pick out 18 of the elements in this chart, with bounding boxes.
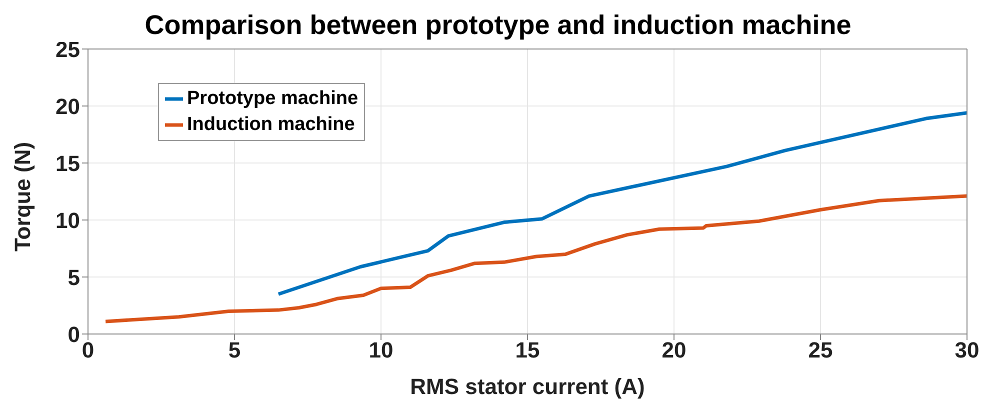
x-tick-label: 20 [662, 338, 686, 363]
legend-label: Prototype machine [187, 87, 358, 111]
x-tick-label: 25 [808, 338, 833, 363]
x-tick-label: 5 [228, 338, 241, 363]
line-series [104, 194, 967, 324]
y-tick-label: 10 [56, 208, 80, 233]
y-axis-title: Torque (N) [10, 142, 35, 252]
x-tick-label: 15 [515, 338, 540, 363]
legend-label: Induction machine [187, 113, 355, 137]
x-tick-label: 30 [954, 338, 980, 363]
x-tick-label: 10 [368, 338, 394, 363]
y-tick-label: 5 [68, 264, 80, 290]
x-axis-title: RMS stator current (A) [410, 374, 645, 399]
y-tick-label: 0 [68, 322, 80, 347]
y-tick-label: 20 [56, 94, 80, 119]
line-series [276, 111, 967, 296]
y-tick-label: 15 [56, 150, 80, 176]
chart-title: Comparison between prototype and induction machine [144, 10, 852, 40]
